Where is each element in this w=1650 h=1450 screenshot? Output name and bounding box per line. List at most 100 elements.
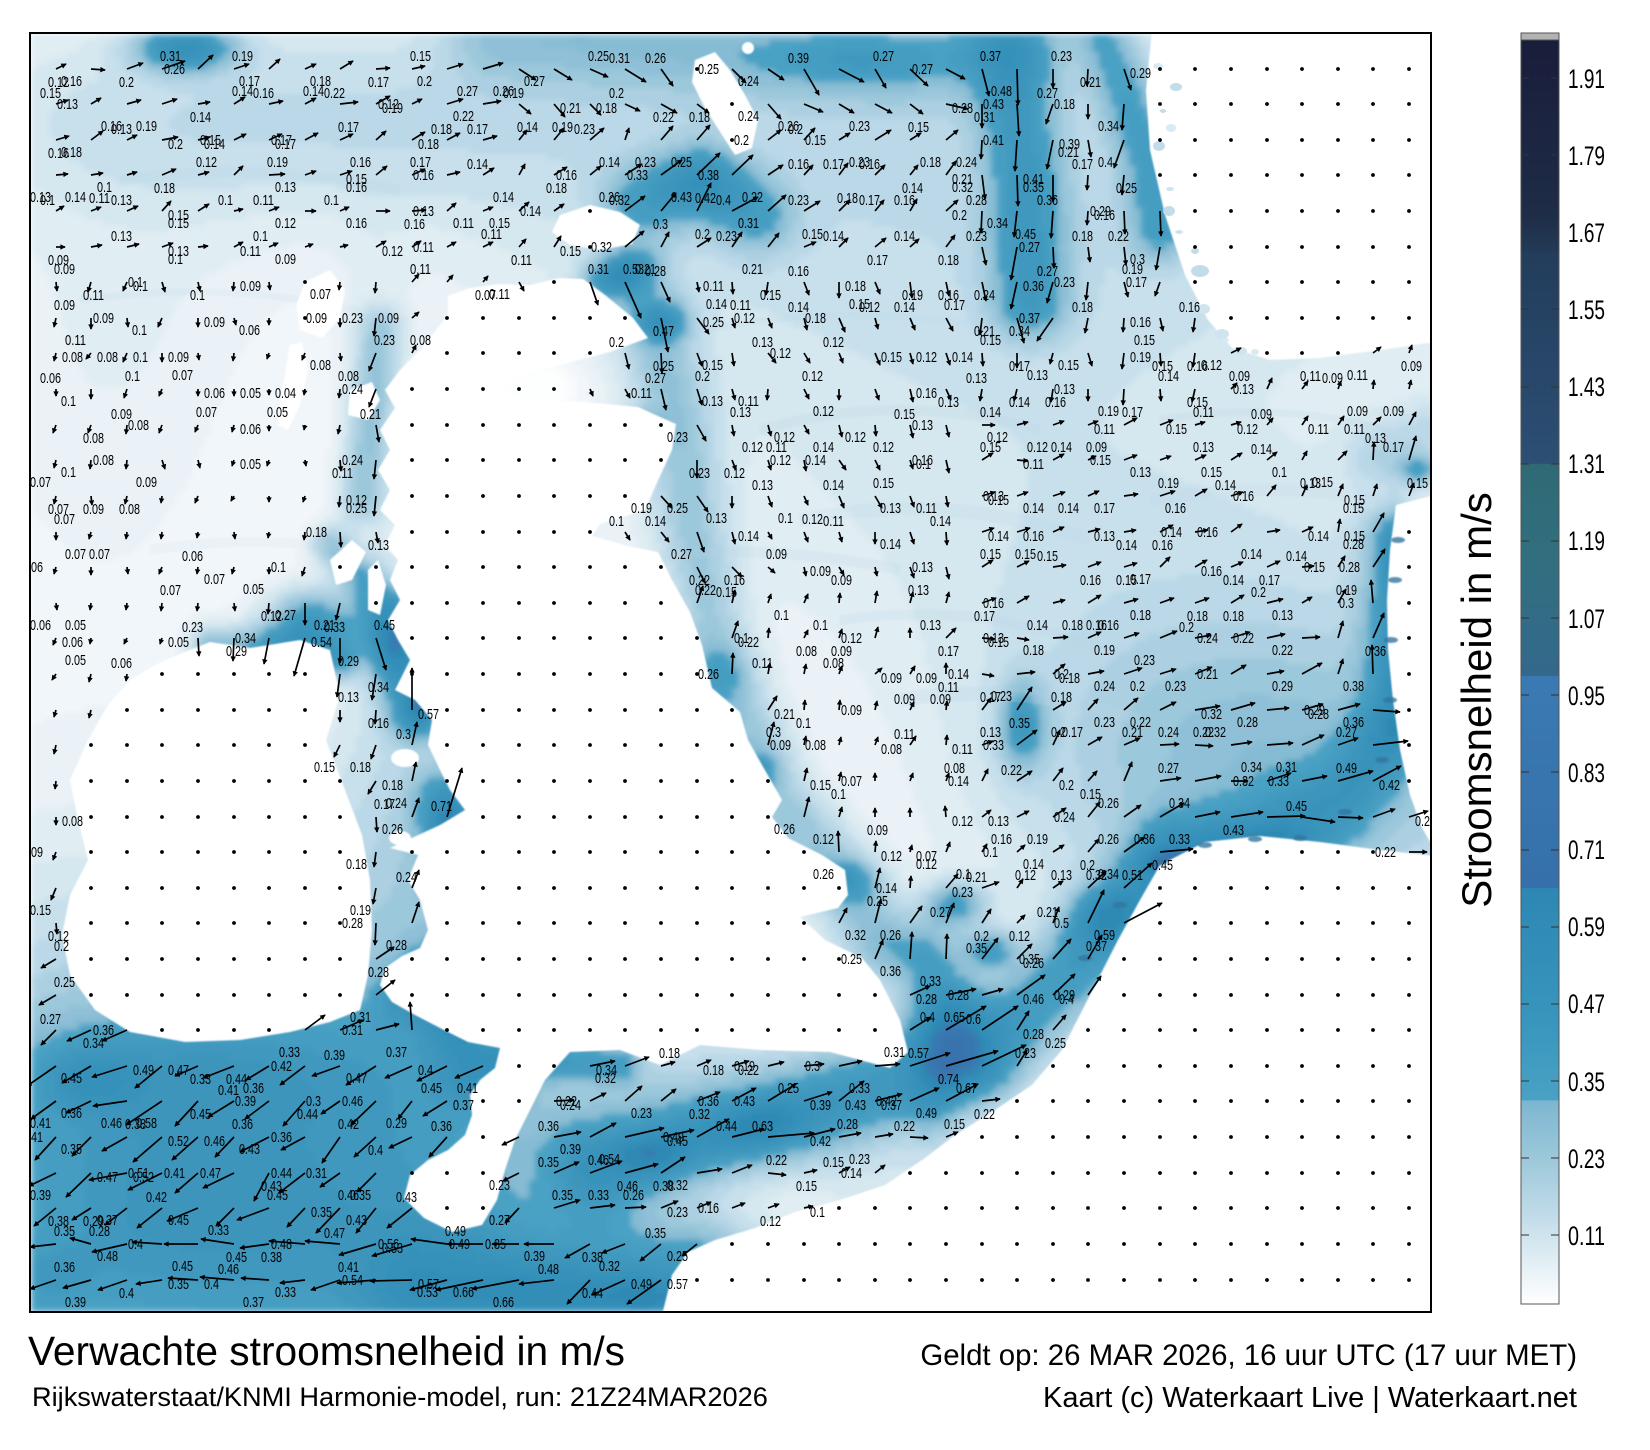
svg-text:0.22: 0.22	[974, 1106, 995, 1123]
svg-text:0.15: 0.15	[1304, 559, 1325, 576]
svg-text:0.3: 0.3	[805, 1058, 820, 1075]
svg-text:0.14: 0.14	[738, 528, 759, 545]
svg-text:0.11: 0.11	[1300, 368, 1321, 385]
svg-text:0.24: 0.24	[396, 869, 417, 886]
svg-text:0.11: 0.11	[332, 465, 353, 482]
svg-text:0.16: 0.16	[413, 167, 434, 184]
svg-text:0.18: 0.18	[1130, 607, 1151, 624]
svg-text:0.26: 0.26	[164, 61, 185, 78]
svg-text:0.05: 0.05	[240, 385, 261, 402]
svg-text:0.51: 0.51	[1122, 867, 1143, 884]
svg-text:0.15: 0.15	[980, 439, 1001, 456]
svg-text:0.12: 0.12	[382, 243, 403, 260]
svg-text:0.16: 0.16	[1152, 537, 1173, 554]
svg-text:0.43: 0.43	[346, 1212, 367, 1229]
svg-text:Kaart (c) Waterkaart Live | Wa: Kaart (c) Waterkaart Live | Waterkaart.n…	[1043, 1382, 1577, 1414]
svg-text:0.71: 0.71	[1568, 835, 1605, 865]
svg-text:0.05: 0.05	[65, 652, 86, 669]
svg-text:0.18: 0.18	[1187, 608, 1208, 625]
svg-text:0.24: 0.24	[1158, 724, 1179, 741]
svg-text:0.1: 0.1	[271, 559, 286, 576]
svg-text:0.13: 0.13	[752, 334, 773, 351]
svg-text:0.35: 0.35	[61, 1141, 82, 1158]
svg-text:0.07: 0.07	[204, 571, 225, 588]
svg-text:0.17: 0.17	[1094, 500, 1115, 517]
svg-text:0.37: 0.37	[1019, 310, 1040, 327]
svg-text:0.24: 0.24	[974, 287, 995, 304]
svg-text:0.17: 0.17	[1383, 439, 1404, 456]
svg-text:0.34: 0.34	[987, 215, 1008, 232]
svg-text:0.09: 0.09	[306, 310, 327, 327]
svg-text:0.36: 0.36	[538, 1118, 559, 1135]
svg-text:0.15: 0.15	[849, 296, 870, 313]
svg-text:0.32: 0.32	[1205, 724, 1226, 741]
svg-text:0.12: 0.12	[346, 492, 367, 509]
svg-text:0.32: 0.32	[599, 1258, 620, 1275]
svg-text:0.32: 0.32	[609, 192, 630, 209]
svg-text:0.26: 0.26	[599, 189, 620, 206]
svg-text:0.12: 0.12	[802, 511, 823, 528]
svg-text:0.14: 0.14	[645, 513, 666, 530]
svg-text:0.28: 0.28	[89, 1223, 110, 1240]
svg-text:0.12: 0.12	[742, 439, 763, 456]
svg-text:0.95: 0.95	[1568, 681, 1605, 711]
svg-text:0.4: 0.4	[119, 1285, 134, 1302]
svg-text:0.15: 0.15	[410, 48, 431, 65]
svg-text:0.13: 0.13	[966, 370, 987, 387]
svg-text:0.57: 0.57	[908, 1045, 929, 1062]
svg-text:0.1: 0.1	[218, 192, 233, 209]
svg-text:0.23: 0.23	[342, 310, 363, 327]
svg-text:0.31: 0.31	[974, 109, 995, 126]
svg-text:0.18: 0.18	[431, 121, 452, 138]
svg-text:0.05: 0.05	[267, 404, 288, 421]
svg-text:0.15: 0.15	[30, 902, 51, 919]
svg-text:0.13: 0.13	[702, 393, 723, 410]
svg-text:0.37: 0.37	[1086, 938, 1107, 955]
svg-text:0.1: 0.1	[40, 192, 55, 209]
svg-text:0.4: 0.4	[368, 1142, 383, 1159]
svg-text:0.15: 0.15	[1116, 572, 1137, 589]
svg-text:0.31: 0.31	[1276, 759, 1297, 776]
svg-text:0.47: 0.47	[1568, 989, 1605, 1019]
svg-text:0.31: 0.31	[160, 48, 181, 65]
svg-text:0.12: 0.12	[1201, 357, 1222, 374]
svg-text:0.15: 0.15	[894, 406, 915, 423]
svg-text:0.42: 0.42	[1379, 777, 1400, 794]
svg-text:0.54: 0.54	[599, 1151, 620, 1168]
svg-text:0.36: 0.36	[1023, 278, 1044, 295]
svg-text:0.12: 0.12	[813, 831, 834, 848]
svg-text:0.25: 0.25	[703, 314, 724, 331]
svg-text:0.23: 0.23	[1054, 274, 1075, 291]
svg-text:0.06: 0.06	[239, 322, 260, 339]
svg-text:0.18: 0.18	[1054, 96, 1075, 113]
svg-text:0.17: 0.17	[275, 136, 296, 153]
svg-text:0.36: 0.36	[880, 963, 901, 980]
svg-text:0.16: 0.16	[1080, 572, 1101, 589]
svg-text:0.18: 0.18	[1059, 670, 1080, 687]
svg-text:0.13: 0.13	[1300, 475, 1321, 492]
svg-text:0.16: 0.16	[1233, 488, 1254, 505]
svg-text:0.16: 0.16	[983, 595, 1004, 612]
svg-text:0.15: 0.15	[1037, 548, 1058, 565]
svg-text:0.21: 0.21	[360, 406, 381, 423]
svg-text:0.1: 0.1	[133, 278, 148, 295]
svg-text:0.09: 0.09	[841, 702, 862, 719]
svg-text:Verwachte stroomsnelheid in m/: Verwachte stroomsnelheid in m/s	[28, 1328, 625, 1374]
svg-text:0.12: 0.12	[275, 215, 296, 232]
svg-text:0.09: 0.09	[1251, 406, 1272, 423]
svg-text:0.34: 0.34	[1241, 759, 1262, 776]
svg-text:0.19: 0.19	[267, 154, 288, 171]
svg-text:0.08: 0.08	[823, 655, 844, 672]
svg-text:0.15: 0.15	[1015, 546, 1036, 563]
svg-text:0.48: 0.48	[991, 83, 1012, 100]
svg-text:0.13: 0.13	[1094, 528, 1115, 545]
svg-text:0.42: 0.42	[876, 1093, 897, 1110]
svg-text:0.15: 0.15	[944, 1116, 965, 1133]
svg-text:0.2: 0.2	[1130, 678, 1145, 695]
svg-text:0.07: 0.07	[916, 848, 937, 865]
svg-text:0.2: 0.2	[1251, 584, 1266, 601]
svg-text:0.3: 0.3	[1130, 251, 1145, 268]
svg-text:0.23: 0.23	[1094, 714, 1115, 731]
svg-text:0.19: 0.19	[1122, 261, 1143, 278]
svg-text:0.38: 0.38	[582, 1249, 603, 1266]
